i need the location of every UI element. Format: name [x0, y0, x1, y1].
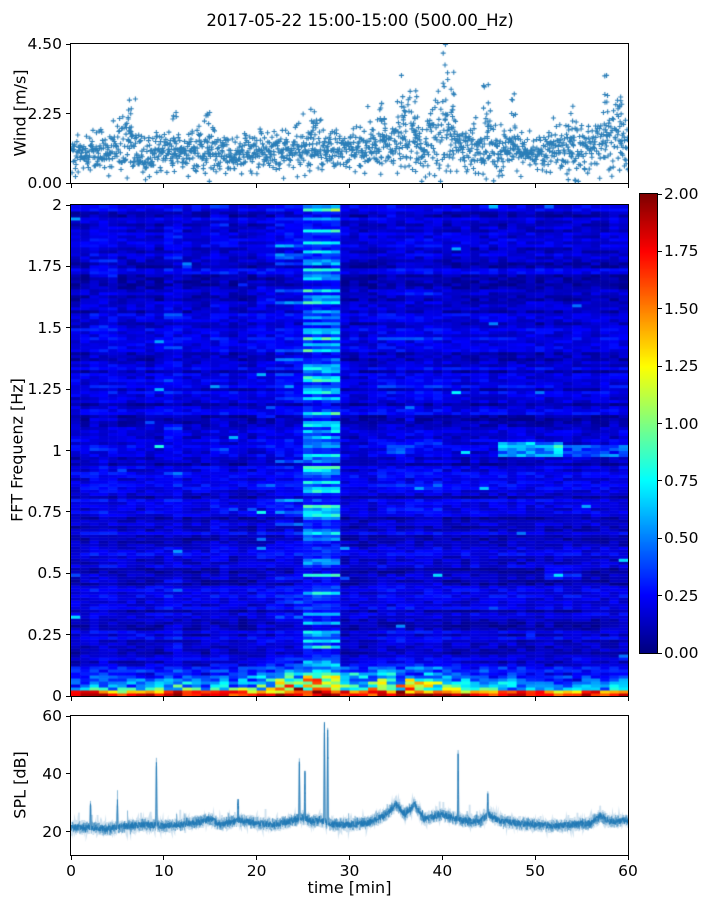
- spectrogram-plot: [70, 204, 629, 697]
- colorbar-tick: [658, 652, 662, 654]
- colorbar-tick-label: 1.25: [664, 357, 699, 376]
- spl-x-tick-label: 0: [66, 862, 76, 880]
- spectrogram-y-tick: [66, 388, 70, 390]
- colorbar-tick: [658, 595, 662, 597]
- colorbar-tick: [658, 423, 662, 424]
- colorbar-tick-label: 2.00: [664, 185, 699, 203]
- wind-scatter-canvas: [71, 44, 628, 183]
- spl-x-tick-label: 40: [432, 862, 453, 880]
- wind-y-tick-label: 2.25: [27, 104, 62, 123]
- spl-y-tick: [66, 773, 70, 775]
- spectrogram-canvas: [71, 205, 628, 696]
- colorbar-tick-label: 0.75: [664, 471, 699, 490]
- spl-y-axis-label: SPL [dB]: [10, 751, 30, 819]
- spectrogram-y-tick: [66, 572, 70, 574]
- spl-x-tick: [627, 856, 629, 860]
- wind-x-tick: [163, 184, 165, 188]
- figure-title: 2017-05-22 15:00-15:00 (500.00_Hz): [206, 11, 514, 30]
- spectrogram-y-tick-label: 1.25: [27, 380, 62, 399]
- colorbar-tick: [658, 537, 662, 539]
- colorbar-tick: [658, 480, 662, 482]
- spl-x-tick: [163, 856, 165, 860]
- spl-x-tick-label: 20: [246, 862, 267, 880]
- wind-y-tick: [66, 43, 70, 45]
- spectrogram-x-tick: [256, 697, 258, 701]
- colorbar-tick-label: 1.00: [664, 414, 699, 433]
- spl-x-tick-label: 60: [618, 862, 638, 880]
- spectrogram-y-tick-label: 1: [52, 441, 62, 460]
- spectrogram-y-tick: [66, 634, 70, 636]
- spectrogram-y-tick-label: 0.75: [27, 502, 62, 521]
- wind-y-tick-label: 0.00: [27, 174, 62, 192]
- spectrogram-y-tick-label: 1.5: [37, 318, 62, 337]
- colorbar-tick: [658, 193, 662, 195]
- spectrogram-y-tick: [66, 204, 70, 206]
- spectrogram-x-tick: [534, 697, 536, 701]
- spl-x-tick: [534, 856, 536, 860]
- spl-y-tick-label: 40: [42, 764, 62, 783]
- colorbar-tick: [658, 308, 662, 310]
- spectrogram-y-tick-label: 0.5: [37, 564, 62, 583]
- wind-y-tick: [66, 113, 70, 114]
- spl-y-tick-label: 20: [42, 822, 62, 841]
- colorbar-tick-label: 0.25: [664, 586, 699, 605]
- wind-x-tick: [256, 184, 258, 188]
- spectrogram-x-tick: [349, 697, 350, 701]
- colorbar-tick-label: 0.00: [664, 644, 699, 662]
- spectrogram-x-tick: [163, 697, 165, 701]
- wind-plot: [70, 43, 629, 184]
- spl-y-tick: [66, 831, 70, 833]
- spectrogram-x-tick: [441, 697, 443, 701]
- spl-x-tick-label: 10: [153, 862, 174, 880]
- spectrogram-y-tick: [66, 695, 70, 697]
- spl-y-tick: [66, 715, 70, 717]
- spectrogram-x-tick: [70, 697, 72, 701]
- spectrogram-x-tick: [627, 697, 629, 701]
- wind-x-tick: [70, 184, 72, 188]
- spl-x-tick: [349, 856, 350, 860]
- spl-x-tick: [441, 856, 443, 860]
- colorbar-tick-label: 0.50: [664, 529, 699, 548]
- wind-x-tick: [534, 184, 536, 188]
- colorbar-tick: [658, 250, 662, 252]
- spl-plot: [70, 715, 629, 856]
- colorbar-gradient-canvas: [640, 194, 657, 653]
- spectrogram-y-tick: [66, 450, 70, 451]
- wind-y-tick: [66, 182, 70, 184]
- colorbar: [639, 193, 658, 654]
- spectrogram-y-tick-label: 2: [52, 196, 62, 214]
- spectrogram-y-tick: [66, 511, 70, 513]
- wind-x-tick: [627, 184, 629, 188]
- spectrogram-y-tick: [66, 265, 70, 267]
- spl-x-tick-label: 50: [525, 862, 546, 880]
- spl-x-tick: [256, 856, 258, 860]
- spl-x-tick-label: 30: [339, 862, 360, 880]
- wind-x-tick: [441, 184, 443, 188]
- wind-y-tick-label: 4.50: [27, 35, 62, 53]
- spl-line-canvas: [71, 716, 628, 855]
- colorbar-tick-label: 1.75: [664, 242, 699, 261]
- spectrogram-y-tick-label: 1.75: [27, 257, 62, 276]
- wind-x-tick: [349, 184, 350, 188]
- colorbar-tick: [658, 365, 662, 367]
- spl-x-tick: [70, 856, 72, 860]
- spectrogram-y-tick-label: 0: [52, 687, 62, 705]
- x-axis-label: time [min]: [307, 878, 392, 897]
- spectrogram-y-tick-label: 0.25: [27, 625, 62, 644]
- spl-y-tick-label: 60: [42, 707, 62, 725]
- spectrogram-y-tick: [66, 327, 70, 329]
- colorbar-tick-label: 1.50: [664, 299, 699, 318]
